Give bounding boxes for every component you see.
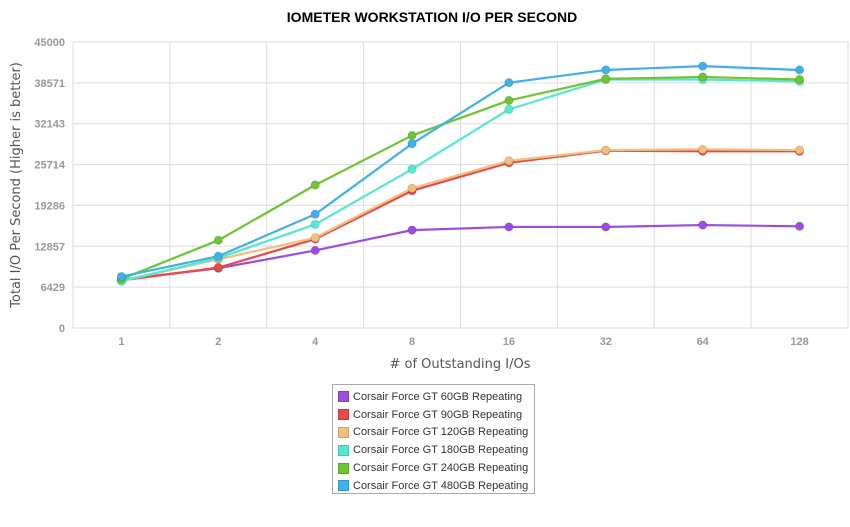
data-point [601, 145, 611, 155]
x-tick-label: 1 [118, 336, 124, 348]
data-point [601, 65, 611, 75]
data-point [504, 77, 514, 88]
data-point [213, 251, 224, 261]
legend-item: Corsair Force GT 120GB Repeating [338, 424, 534, 442]
y-axis-label: Total I/O Per Second (Higher is better) [9, 62, 24, 309]
x-tick-label: 8 [409, 336, 415, 348]
x-axis-ticks: 1 2 4 8 16 32 64 128 [118, 336, 808, 348]
series-line [121, 149, 800, 282]
data-point [794, 221, 805, 232]
chart-title: IOMETER WORKSTATION I/O PER SECOND [287, 9, 577, 25]
data-point [407, 130, 417, 141]
x-tick-label: 64 [697, 336, 710, 348]
data-point [697, 61, 708, 71]
y-tick-label: 0 [59, 323, 65, 335]
data-point [504, 156, 514, 166]
grid [72, 41, 849, 329]
legend-swatch [338, 462, 349, 474]
data-point [213, 262, 224, 273]
legend-swatch [338, 409, 349, 421]
legend-item: Corsair Force GT 90GB Repeating [338, 406, 534, 424]
data-point [407, 138, 417, 149]
x-tick-label: 4 [312, 336, 319, 348]
x-tick-label: 128 [790, 336, 808, 348]
series-6 [116, 61, 805, 282]
y-tick-label: 45000 [34, 37, 65, 49]
data-point [601, 222, 611, 232]
data-point [504, 104, 514, 115]
data-point [504, 95, 514, 106]
y-tick-label: 6429 [41, 282, 65, 294]
legend: Corsair Force GT 60GB Repeating Corsair F… [332, 384, 535, 494]
legend-label: Corsair Force GT 90GB Repeating [353, 408, 523, 421]
legend-swatch [338, 444, 349, 456]
legend-swatch [338, 426, 349, 438]
x-axis-label: # of Outstanding I/Os [389, 357, 530, 372]
data-point [213, 235, 224, 245]
legend-label: Corsair Force GT 180GB Repeating [353, 444, 529, 457]
legend-label: Corsair Force GT 120GB Repeating [353, 426, 529, 439]
data-point [407, 183, 417, 193]
series-line [121, 75, 800, 281]
x-tick-label: 2 [215, 336, 221, 348]
data-point [794, 145, 805, 155]
data-point [697, 72, 708, 82]
data-point [407, 225, 417, 235]
legend-item: Corsair Force GT 480GB Repeating [338, 477, 534, 495]
legend-label: Corsair Force GT 240GB Repeating [353, 462, 529, 475]
series-line [121, 65, 800, 278]
data-point [310, 209, 320, 219]
legend-item: Corsair Force GT 240GB Repeating [338, 459, 534, 477]
series-layer [116, 61, 805, 286]
y-tick-label: 25714 [34, 160, 65, 172]
data-point [601, 74, 611, 84]
series-line [121, 78, 800, 283]
data-point [697, 144, 708, 155]
data-point [310, 233, 320, 243]
x-tick-label: 16 [503, 336, 515, 348]
legend-label: Corsair Force GT 480GB Repeating [353, 479, 529, 492]
data-point [407, 164, 417, 174]
series-line [121, 148, 800, 283]
data-point [697, 220, 708, 230]
y-tick-label: 19286 [34, 200, 65, 212]
legend-swatch [338, 480, 349, 492]
x-tick-label: 32 [600, 336, 612, 348]
data-point [504, 222, 514, 232]
y-tick-label: 12857 [34, 241, 65, 253]
legend-label: Corsair Force GT 60GB Repeating [353, 390, 523, 403]
y-tick-label: 32143 [34, 119, 65, 131]
legend-swatch [338, 391, 349, 403]
data-point [794, 65, 805, 75]
data-point [310, 180, 320, 190]
y-axis-ticks: 0 6429 12857 19286 25714 32143 38571 45000 [34, 37, 65, 335]
legend-item: Corsair Force GT 60GB Repeating [338, 388, 534, 406]
series-line [121, 223, 800, 281]
y-tick-label: 38571 [34, 78, 65, 90]
data-point [116, 271, 127, 282]
data-point [310, 245, 320, 256]
data-point [794, 74, 805, 85]
data-point [310, 219, 320, 230]
legend-item: Corsair Force GT 180GB Repeating [338, 441, 534, 459]
